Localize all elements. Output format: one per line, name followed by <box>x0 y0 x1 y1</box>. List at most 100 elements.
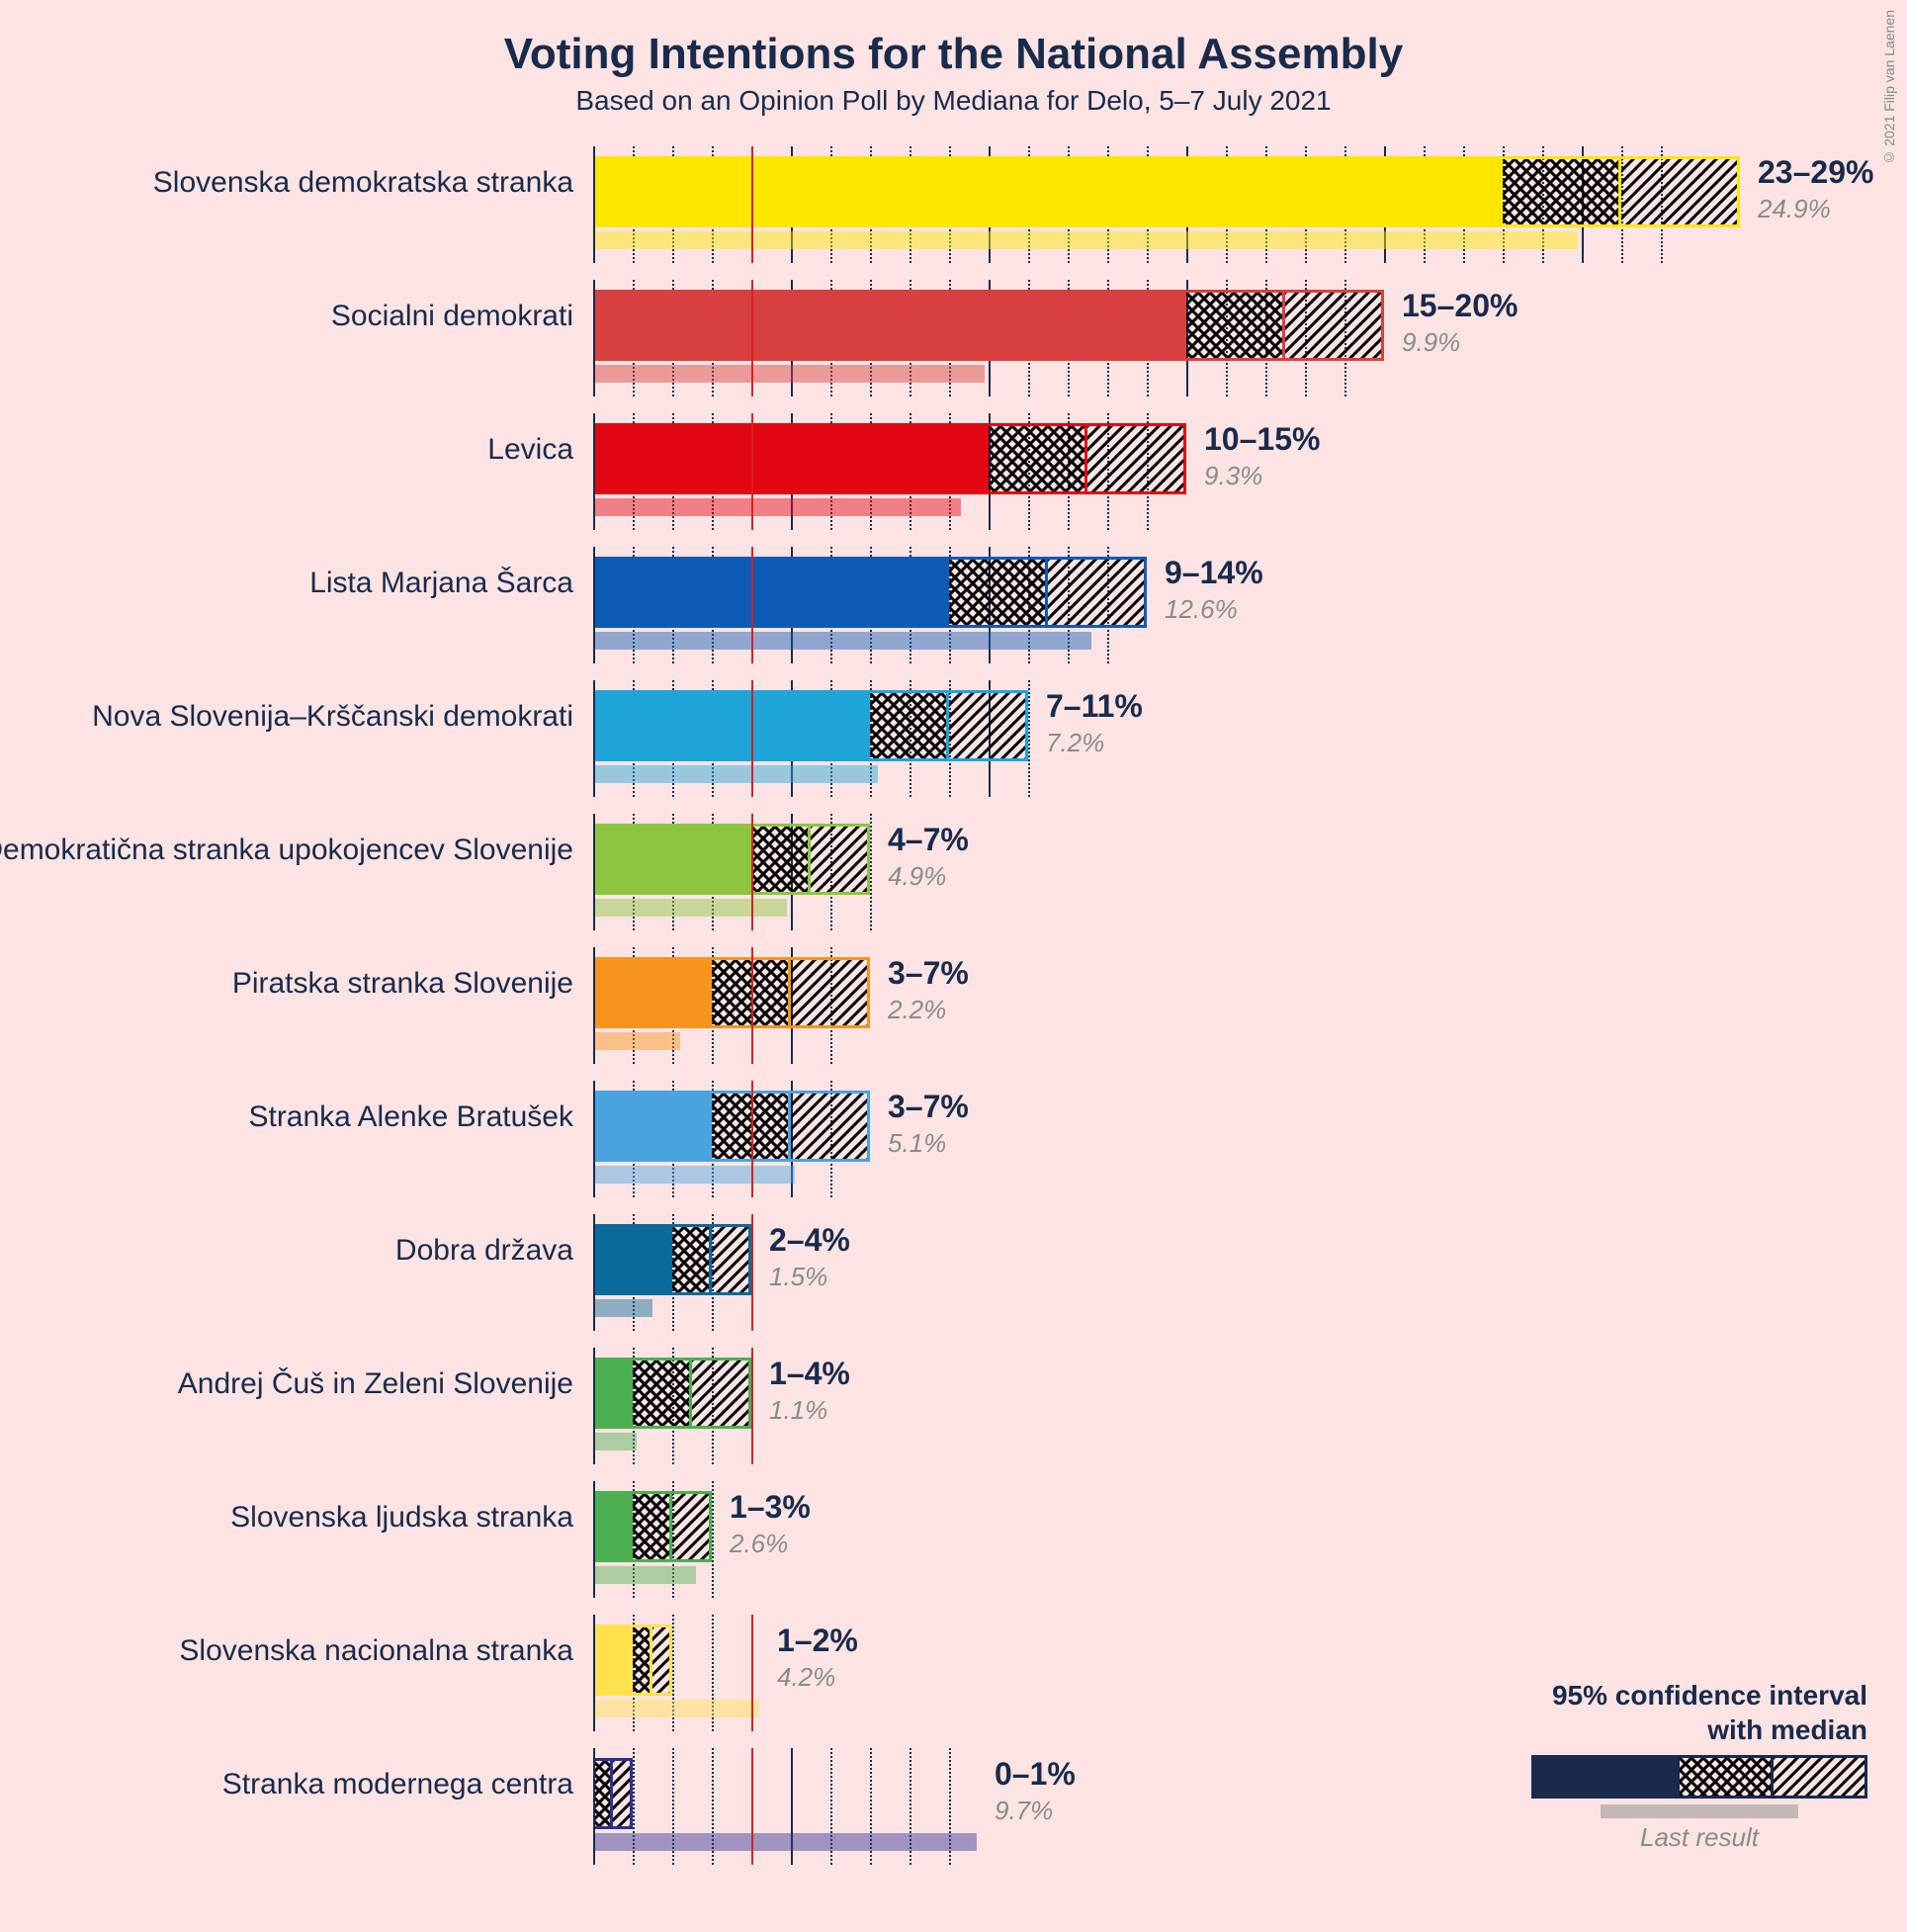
party-row: Demokratična stranka upokojencev Sloveni… <box>593 814 1859 947</box>
party-label: Dobra država <box>395 1234 573 1268</box>
last-result-bar <box>593 1032 680 1050</box>
prev-label: 12.6% <box>1165 594 1238 625</box>
bar-solid <box>593 1224 672 1295</box>
range-label: 3–7% <box>888 1089 969 1125</box>
bar-crosshatch <box>672 1224 712 1295</box>
bar-crosshatch <box>633 1625 652 1696</box>
bar-solid <box>593 290 1186 361</box>
party-row: Dobra država2–4%1.5% <box>593 1214 1859 1348</box>
bar-hatch <box>949 690 1028 761</box>
party-label: Piratska stranka Slovenije <box>232 967 573 1001</box>
bar-solid <box>593 690 870 761</box>
bar-hatch <box>1087 423 1186 494</box>
range-label: 10–15% <box>1204 421 1320 458</box>
range-label: 7–11% <box>1046 688 1143 725</box>
bar-crosshatch <box>870 690 949 761</box>
bar-hatch <box>811 824 870 895</box>
range-label: 1–2% <box>777 1623 858 1659</box>
last-result-bar <box>593 1166 795 1184</box>
last-result-bar <box>593 1566 696 1584</box>
party-row: Lista Marjana Šarca9–14%12.6% <box>593 547 1859 680</box>
bar-hatch <box>652 1625 672 1696</box>
bar-crosshatch <box>1186 290 1285 361</box>
party-row: Slovenska demokratska stranka23–29%24.9% <box>593 146 1859 280</box>
chart-area: Slovenska demokratska stranka23–29%24.9%… <box>593 146 1859 1887</box>
last-result-bar <box>593 365 985 383</box>
prev-label: 2.6% <box>730 1529 788 1559</box>
prev-label: 1.1% <box>769 1395 827 1426</box>
bar-solid <box>593 423 989 494</box>
bar-solid <box>593 1358 633 1429</box>
last-result-bar <box>593 1299 652 1317</box>
party-label: Slovenska nacionalna stranka <box>179 1634 573 1668</box>
prev-label: 24.9% <box>1758 194 1831 224</box>
party-row: Andrej Čuš in Zeleni Slovenije1–4%1.1% <box>593 1348 1859 1481</box>
range-label: 23–29% <box>1758 154 1873 191</box>
range-label: 1–4% <box>769 1356 850 1392</box>
bar-hatch <box>692 1358 751 1429</box>
prev-label: 9.7% <box>995 1796 1053 1826</box>
bar-hatch <box>1621 156 1740 227</box>
prev-label: 9.9% <box>1402 327 1460 358</box>
bar-solid <box>593 1491 633 1562</box>
last-result-bar <box>593 1700 759 1717</box>
bar-crosshatch <box>949 557 1048 628</box>
chart-subtitle: Based on an Opinion Poll by Mediana for … <box>0 85 1907 117</box>
prev-label: 5.1% <box>888 1128 946 1159</box>
last-result-bar <box>593 765 878 783</box>
bar-crosshatch <box>751 824 811 895</box>
party-label: Andrej Čuš in Zeleni Slovenije <box>178 1367 573 1401</box>
range-label: 3–7% <box>888 955 969 992</box>
party-label: Lista Marjana Šarca <box>309 567 573 600</box>
party-label: Stranka Alenke Bratušek <box>248 1100 573 1134</box>
bar-solid <box>593 1625 633 1696</box>
copyright-text: © 2021 Filip van Laenen <box>1881 10 1897 166</box>
range-label: 9–14% <box>1165 555 1263 591</box>
prev-label: 4.2% <box>777 1662 835 1693</box>
party-label: Nova Slovenija–Krščanski demokrati <box>92 700 573 734</box>
bar-solid <box>593 824 751 895</box>
legend-last-label: Last result <box>1531 1822 1867 1853</box>
party-label: Slovenska ljudska stranka <box>230 1501 573 1535</box>
legend-line2: with median <box>1707 1714 1867 1745</box>
last-result-bar <box>593 1433 637 1450</box>
chart-title: Voting Intentions for the National Assem… <box>0 0 1907 79</box>
range-label: 2–4% <box>769 1222 850 1259</box>
party-label: Demokratična stranka upokojencev Sloveni… <box>0 834 573 867</box>
last-result-bar <box>593 231 1578 249</box>
prev-label: 7.2% <box>1046 728 1104 758</box>
party-row: Socialni demokrati15–20%9.9% <box>593 280 1859 413</box>
bar-hatch <box>1048 557 1147 628</box>
bar-crosshatch <box>989 423 1087 494</box>
last-result-bar <box>593 1833 977 1851</box>
bar-hatch <box>712 1224 751 1295</box>
bar-hatch <box>613 1758 633 1829</box>
party-label: Slovenska demokratska stranka <box>153 166 573 200</box>
range-label: 1–3% <box>730 1489 811 1526</box>
range-label: 15–20% <box>1402 288 1517 324</box>
bar-hatch <box>1285 290 1384 361</box>
party-label: Levica <box>487 433 573 467</box>
bar-hatch <box>672 1491 712 1562</box>
legend-line1: 95% confidence interval <box>1552 1680 1867 1711</box>
party-row: Piratska stranka Slovenije3–7%2.2% <box>593 947 1859 1081</box>
range-label: 4–7% <box>888 822 969 858</box>
party-row: Stranka Alenke Bratušek3–7%5.1% <box>593 1081 1859 1214</box>
bar-solid <box>593 957 712 1028</box>
legend-last-bar <box>1601 1804 1798 1818</box>
legend-bar <box>1531 1755 1867 1799</box>
legend: 95% confidence interval with median Last… <box>1531 1678 1867 1853</box>
prev-label: 9.3% <box>1204 461 1262 491</box>
party-label: Socialni demokrati <box>331 300 573 333</box>
range-label: 0–1% <box>995 1756 1076 1793</box>
bar-crosshatch <box>593 1758 613 1829</box>
last-result-bar <box>593 899 787 917</box>
bar-hatch <box>791 1091 870 1162</box>
bar-crosshatch <box>633 1491 672 1562</box>
prev-label: 2.2% <box>888 995 946 1025</box>
party-row: Slovenska ljudska stranka1–3%2.6% <box>593 1481 1859 1615</box>
bar-solid <box>593 156 1503 227</box>
bar-solid <box>593 1091 712 1162</box>
bar-hatch <box>791 957 870 1028</box>
bar-crosshatch <box>633 1358 692 1429</box>
